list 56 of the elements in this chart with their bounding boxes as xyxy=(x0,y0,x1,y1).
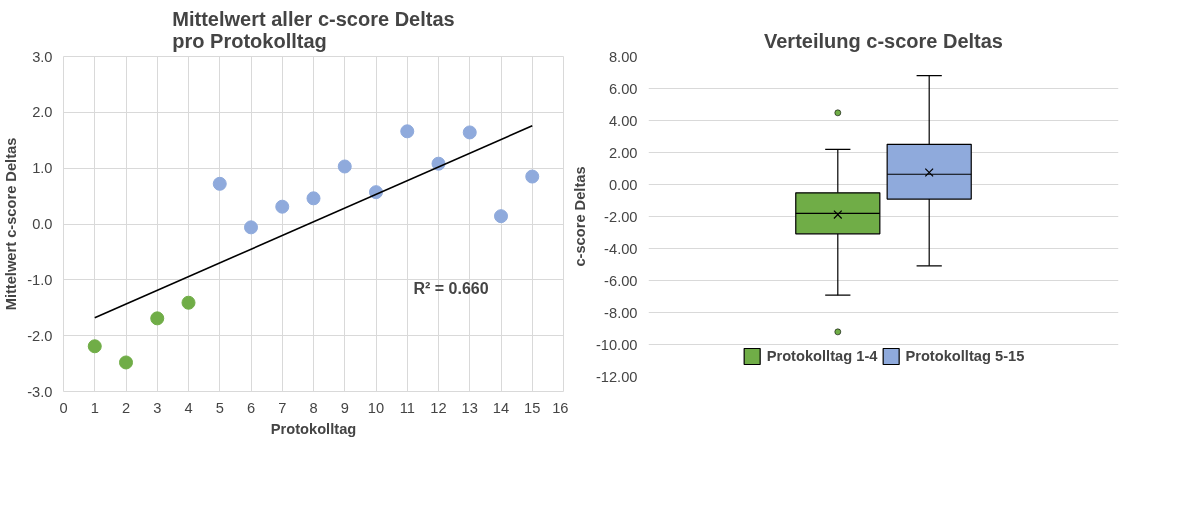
x-tick-label: 5 xyxy=(215,399,224,416)
y-tick-label: 0.0 xyxy=(32,216,53,232)
legend-label: Protokolltag 5-15 xyxy=(905,348,1025,364)
x-tick-label: 9 xyxy=(340,399,349,416)
x-tick-label: 12 xyxy=(430,399,447,416)
point xyxy=(150,311,165,326)
y-tick-label: -2.00 xyxy=(604,208,638,225)
point xyxy=(494,209,508,224)
point xyxy=(212,176,227,191)
point xyxy=(400,124,415,139)
x-tick-label: 10 xyxy=(367,399,385,416)
y-tick-label: -1.0 xyxy=(27,271,53,288)
point xyxy=(525,169,540,184)
y-tick-label: 3.0 xyxy=(32,48,53,65)
point xyxy=(119,355,133,370)
legend-label: Protokolltag 1-4 xyxy=(766,348,878,364)
y-tick-label: -6.00 xyxy=(604,272,638,289)
x-tick-label: 1 xyxy=(90,399,99,416)
y-tick-label: -4.00 xyxy=(604,240,638,257)
y-axis-title: Mittelwert c-score Deltas xyxy=(3,137,20,311)
y-tick-label: -3.0 xyxy=(27,383,53,400)
y-tick-label: 4.00 xyxy=(608,112,638,129)
x-tick-label: 14 xyxy=(492,399,510,416)
x-tick-label: 6 xyxy=(246,399,256,416)
x-tick-label: 7 xyxy=(278,399,287,416)
point xyxy=(87,339,102,354)
point xyxy=(181,295,196,310)
y-tick-label: 2.00 xyxy=(608,144,638,161)
chart-title: Verteilung c-score Deltas xyxy=(764,29,1003,52)
annotation: R² = 0.660 xyxy=(413,279,489,297)
point xyxy=(337,159,352,174)
x-tick-label: 0 xyxy=(59,399,68,416)
y-tick-label: -2.0 xyxy=(27,327,53,344)
chart-title: Mittelwert aller c-score Deltas pro Protokolltag xyxy=(172,7,455,52)
point xyxy=(306,191,321,206)
x-tick-label: 3 xyxy=(153,399,162,416)
y-axis-title: c-score Deltas xyxy=(571,166,588,267)
y-tick-label: 2.0 xyxy=(32,104,53,121)
y-tick-label: 6.00 xyxy=(608,80,638,97)
y-tick-label: -10.00 xyxy=(595,336,638,353)
y-tick-label: 1.0 xyxy=(32,160,53,177)
point xyxy=(244,220,258,235)
point xyxy=(462,125,477,140)
x-tick-label: 2 xyxy=(121,399,131,416)
point xyxy=(275,199,290,214)
x-tick-label: 4 xyxy=(184,399,193,416)
y-tick-label: -8.00 xyxy=(604,304,638,321)
x-tick-label: 8 xyxy=(309,399,318,416)
y-tick-label: 0.00 xyxy=(608,176,638,193)
x-tick-label: 15 xyxy=(524,399,541,416)
x-tick-label: 16 xyxy=(552,399,569,416)
y-tick-label: -12.00 xyxy=(595,368,638,385)
x-tick-label: 13 xyxy=(461,399,478,416)
x-axis-title: Protokolltag xyxy=(270,420,357,437)
x-tick-label: 11 xyxy=(399,399,415,416)
y-tick-label: 8.00 xyxy=(608,48,638,65)
